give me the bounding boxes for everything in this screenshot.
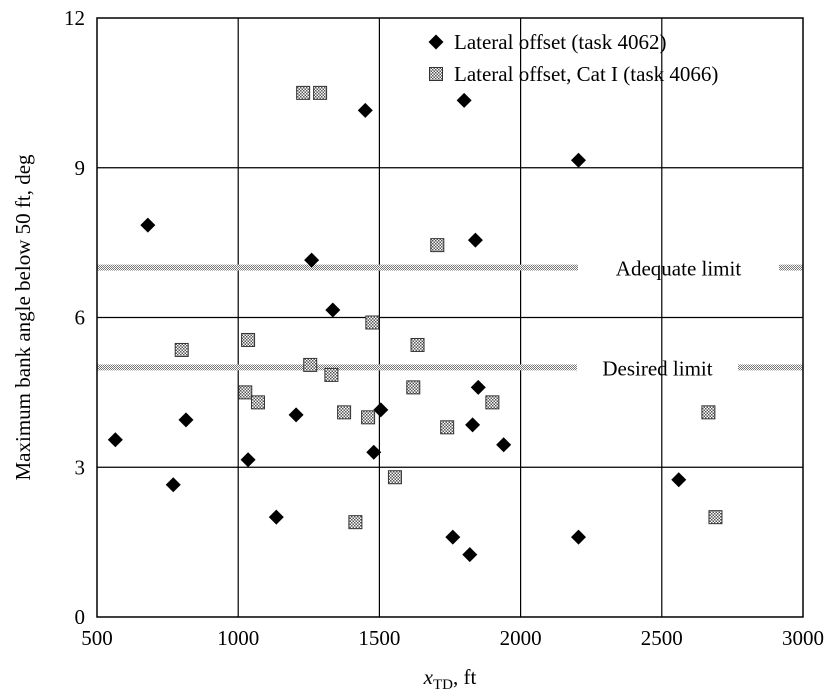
grid-lines [97, 18, 803, 617]
point-task-4062 [570, 152, 586, 168]
x-axis-label-unit: , ft [453, 665, 476, 689]
point-task-4066 [313, 85, 328, 100]
point-task-4062 [366, 444, 382, 460]
x-tick-label: 3000 [782, 626, 824, 650]
point-task-4062 [304, 252, 320, 268]
point-task-4062 [470, 379, 486, 395]
point-task-4062 [496, 437, 512, 453]
point-task-4066 [365, 315, 380, 330]
y-tick-label: 6 [75, 306, 86, 330]
point-task-4062 [140, 217, 156, 233]
point-task-4066 [348, 515, 363, 530]
point-task-4062 [178, 412, 194, 428]
legend-marker-diamond [428, 34, 444, 50]
y-tick-label: 9 [75, 156, 86, 180]
x-tick-labels: 500 1000 1500 2000 2500 3000 [81, 626, 824, 650]
x-axis-label-var: x [423, 665, 434, 689]
point-task-4062 [456, 92, 472, 108]
limit-line-segment [97, 264, 578, 271]
point-task-4066 [406, 380, 421, 395]
legend-label-task-4062: Lateral offset (task 4062) [454, 30, 666, 54]
x-tick-label: 2000 [500, 626, 542, 650]
data-points [107, 85, 723, 563]
legend-marker-hatched-square [429, 67, 443, 81]
y-tick-label: 0 [75, 605, 86, 629]
point-task-4066 [485, 395, 500, 410]
point-task-4066 [708, 510, 723, 525]
point-task-4066 [174, 342, 189, 357]
x-tick-label: 1000 [217, 626, 259, 650]
point-task-4066 [410, 337, 425, 352]
point-task-4066 [430, 238, 445, 253]
point-task-4062 [107, 432, 123, 448]
point-task-4066 [296, 85, 311, 100]
limit-label: Adequate limit [616, 257, 742, 281]
point-task-4062 [467, 232, 483, 248]
point-task-4066 [701, 405, 716, 420]
limit-label: Desired limit [602, 356, 712, 380]
point-task-4066 [337, 405, 352, 420]
x-tick-label: 1500 [358, 626, 400, 650]
point-task-4066 [250, 395, 265, 410]
point-task-4066 [303, 357, 318, 372]
x-axis-label-subscript: TD [433, 677, 453, 693]
point-task-4066 [241, 332, 256, 347]
legend: Lateral offset (task 4062) Lateral offse… [428, 30, 718, 86]
limit-lines: Adequate limit Desired limit [97, 257, 803, 380]
point-task-4066 [238, 385, 253, 400]
point-task-4062 [671, 472, 687, 488]
plot-frame [96, 17, 804, 618]
x-tick-label: 500 [81, 626, 113, 650]
point-task-4062 [165, 477, 181, 493]
point-task-4062 [570, 529, 586, 545]
y-tick-label: 12 [64, 6, 85, 30]
point-task-4062 [465, 417, 481, 433]
point-task-4066 [324, 367, 339, 382]
point-task-4066 [387, 470, 402, 485]
point-task-4066 [361, 410, 376, 425]
y-tick-label: 3 [75, 455, 86, 479]
x-axis-label: xTD, ft [423, 665, 477, 693]
limit-line-segment [779, 264, 803, 271]
point-task-4062 [325, 302, 341, 318]
legend-label-task-4066: Lateral offset, Cat I (task 4066) [454, 62, 718, 86]
point-task-4062 [373, 402, 389, 418]
point-task-4062 [462, 547, 478, 563]
point-task-4062 [240, 452, 256, 468]
point-task-4062 [268, 509, 284, 525]
limit-line-segment [97, 364, 577, 371]
point-task-4062 [357, 102, 373, 118]
point-task-4066 [440, 420, 455, 435]
limit-line-segment [738, 364, 803, 371]
x-tick-label: 2500 [641, 626, 683, 650]
y-axis-label: Maximum bank angle below 50 ft, deg [11, 154, 35, 481]
point-task-4062 [445, 529, 461, 545]
y-tick-labels: 0 3 6 9 12 [64, 6, 85, 629]
point-task-4062 [288, 407, 304, 423]
